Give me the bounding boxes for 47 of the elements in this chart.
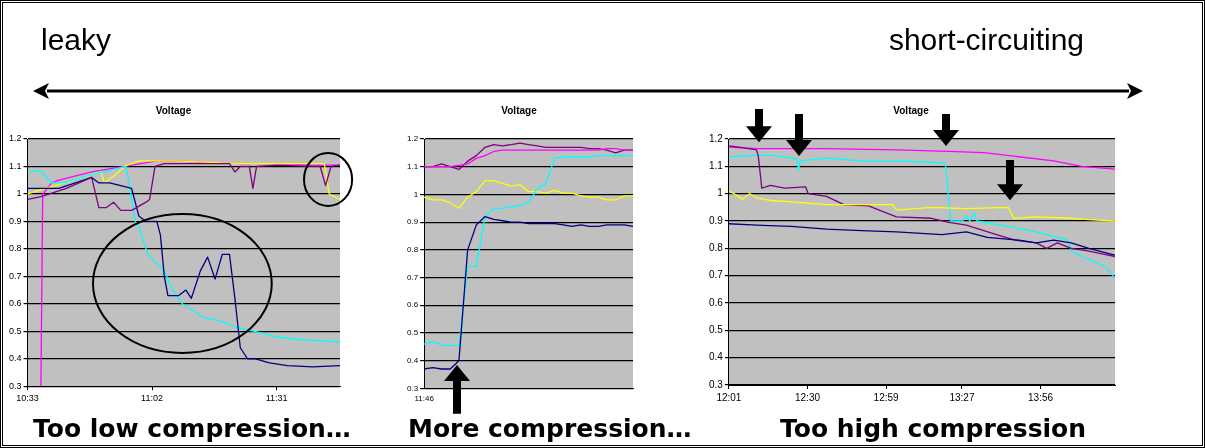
x-tick-label: 13:56 xyxy=(1028,391,1054,403)
text: Too high compression xyxy=(780,414,1087,444)
y-tick-label: 1.2 xyxy=(407,134,419,144)
y-tick-label: 0.7 xyxy=(9,270,22,281)
y-tick-label: 0.4 xyxy=(9,353,22,364)
y-tick-label: 0.8 xyxy=(407,245,419,255)
x-tick-label: 12:01 xyxy=(716,391,742,403)
y-tick-label: 0.8 xyxy=(709,242,724,254)
y-tick-label: 1.1 xyxy=(709,160,724,172)
x-tick-label: 11:31 xyxy=(265,393,288,404)
x-tick-label: 11:46 xyxy=(414,394,435,404)
chart-title: Voltage xyxy=(501,104,538,116)
y-tick-label: 1.2 xyxy=(709,132,724,144)
y-tick-label: 0.7 xyxy=(709,269,724,281)
y-tick-label: 0.8 xyxy=(9,243,22,254)
y-tick-label: 0.6 xyxy=(407,300,419,310)
x-tick-label: 11:02 xyxy=(141,393,163,404)
y-tick-label: 0.9 xyxy=(709,214,724,226)
y-tick-label: 0.3 xyxy=(407,383,419,393)
x-tick-label: 12:59 xyxy=(873,391,900,403)
y-tick-label: 0.3 xyxy=(709,378,724,390)
y-tick-label: 0.9 xyxy=(9,215,22,226)
y-tick-label: 0.4 xyxy=(709,351,724,363)
y-tick-label: 0.4 xyxy=(407,355,419,365)
y-tick-label: 1.1 xyxy=(407,161,419,171)
text: Too low compression… xyxy=(33,414,351,444)
y-tick-label: 0.3 xyxy=(9,380,22,391)
x-tick-label: 10:33 xyxy=(16,393,39,404)
y-tick-label: 0.6 xyxy=(9,298,22,309)
chart-title: Voltage xyxy=(893,104,930,116)
y-tick-label: 0.5 xyxy=(407,328,419,338)
y-tick-label: 1.2 xyxy=(9,133,22,144)
y-tick-label: 1.1 xyxy=(9,160,22,171)
x-tick-label: 12:30 xyxy=(794,391,821,403)
text: More compression… xyxy=(408,414,692,444)
y-tick-label: 0.6 xyxy=(709,296,724,308)
chart-title: Voltage xyxy=(155,104,192,116)
y-tick-label: 0.7 xyxy=(407,272,419,282)
y-tick-label: 0.9 xyxy=(407,217,419,227)
text: short-circuiting xyxy=(888,23,1084,57)
y-tick-label: 1 xyxy=(413,189,419,199)
y-tick-label: 1 xyxy=(717,187,724,199)
y-tick-label: 0.5 xyxy=(9,325,22,336)
x-tick-label: 13:27 xyxy=(949,391,975,403)
y-tick-label: 1 xyxy=(16,188,22,199)
y-tick-label: 0.5 xyxy=(709,324,724,336)
text: leaky xyxy=(41,23,112,57)
